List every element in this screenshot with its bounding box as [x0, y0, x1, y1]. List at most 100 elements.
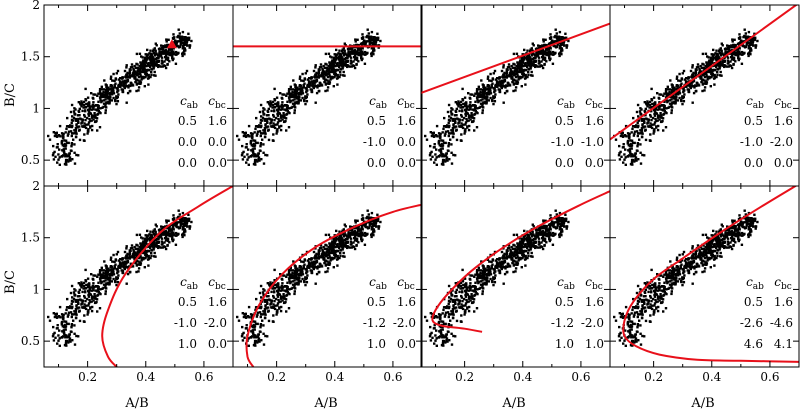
data-point: [243, 155, 246, 158]
data-point: [266, 110, 270, 113]
data-point: [330, 56, 333, 59]
data-point: [694, 75, 697, 78]
data-point: [292, 260, 295, 263]
data-point: [281, 105, 285, 108]
data-point: [269, 105, 272, 108]
data-point: [505, 76, 508, 79]
data-point: [128, 253, 132, 256]
data-point: [727, 48, 731, 51]
data-point: [78, 295, 81, 298]
data-point: [364, 41, 367, 44]
data-point: [653, 112, 656, 116]
data-point: [666, 88, 670, 91]
data-point: [505, 84, 508, 87]
data-point: [269, 118, 272, 121]
data-point: [68, 159, 71, 162]
data-point: [464, 114, 468, 117]
data-point: [546, 53, 549, 57]
data-point: [317, 72, 321, 75]
data-point: [520, 66, 523, 69]
data-point: [691, 64, 694, 67]
data-point: [293, 111, 296, 115]
data-point: [150, 73, 153, 77]
data-point: [543, 63, 546, 66]
data-point: [294, 268, 298, 272]
data-point: [147, 62, 150, 66]
data-point: [241, 144, 244, 148]
data-point: [723, 47, 727, 51]
data-point: [344, 56, 348, 60]
data-point: [376, 32, 379, 35]
data-point: [72, 116, 76, 120]
data-point: [151, 59, 154, 62]
data-point: [334, 245, 337, 249]
data-point: [450, 143, 453, 146]
data-point: [70, 302, 73, 305]
coef-value: 0.0: [555, 156, 574, 170]
data-point: [247, 163, 250, 166]
data-point: [461, 99, 465, 102]
data-point: [465, 107, 469, 110]
data-point: [522, 58, 526, 61]
data-point: [257, 333, 260, 336]
data-point: [273, 106, 276, 109]
data-point: [464, 112, 467, 116]
data-point: [708, 68, 711, 71]
data-point: [162, 52, 165, 55]
data-point: [84, 291, 87, 294]
data-point: [529, 57, 532, 60]
data-point: [354, 56, 357, 60]
data-point: [302, 79, 305, 83]
data-point: [482, 87, 486, 91]
data-point: [503, 84, 506, 88]
data-point: [451, 108, 454, 111]
data-point: [153, 74, 156, 77]
data-point: [60, 140, 63, 143]
data-point: [366, 28, 369, 31]
data-point: [158, 233, 162, 236]
data-point: [641, 119, 645, 122]
data-point: [92, 108, 95, 111]
data-point: [537, 65, 540, 68]
data-point: [60, 132, 64, 135]
data-point: [516, 65, 520, 68]
data-point: [165, 56, 168, 60]
data-point: [443, 116, 446, 120]
coef-value: 0.0: [178, 135, 197, 149]
data-point: [129, 66, 133, 69]
data-point: [459, 103, 463, 107]
data-point: [84, 307, 88, 311]
data-point: [315, 84, 318, 88]
data-point: [66, 315, 70, 318]
data-point: [675, 77, 679, 80]
data-point: [625, 135, 628, 138]
data-point: [296, 88, 300, 91]
data-point: [559, 46, 562, 49]
data-point: [141, 237, 144, 240]
data-point: [71, 132, 74, 135]
data-point: [272, 115, 276, 118]
data-point: [60, 323, 63, 326]
data-point: [258, 130, 262, 133]
data-point: [653, 123, 656, 126]
data-point: [449, 138, 452, 141]
y-tick-label: 2: [32, 179, 40, 193]
data-point: [104, 279, 107, 282]
data-point: [326, 66, 329, 69]
data-point: [92, 299, 95, 302]
data-point: [53, 331, 56, 335]
data-point: [453, 114, 457, 117]
data-point: [66, 297, 69, 301]
data-point: [678, 72, 681, 76]
data-point: [688, 84, 692, 87]
data-point: [247, 124, 251, 128]
data-point: [636, 143, 640, 146]
data-point: [488, 93, 491, 96]
data-point: [264, 153, 267, 157]
data-point: [74, 310, 78, 313]
data-point: [104, 273, 107, 276]
data-point: [52, 339, 56, 342]
data-point: [377, 36, 380, 39]
data-point: [646, 118, 649, 121]
data-point: [452, 124, 455, 127]
